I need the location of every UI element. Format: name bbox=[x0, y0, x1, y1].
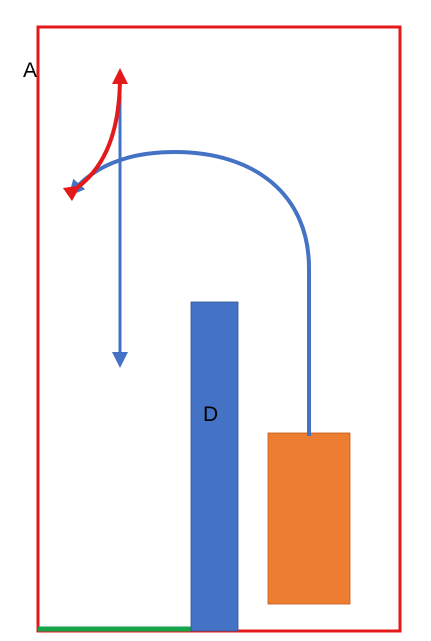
orange-box bbox=[268, 433, 350, 604]
pillar-d bbox=[191, 302, 238, 631]
label-a: A bbox=[23, 59, 37, 82]
label-d: D bbox=[203, 403, 218, 426]
